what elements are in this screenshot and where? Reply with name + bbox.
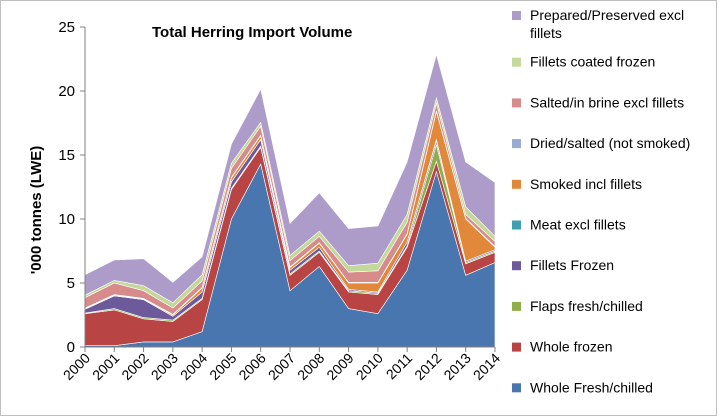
legend-label: Prepared/Preserved excl fillets — [530, 7, 684, 41]
legend-label: Salted/in brine excl fillets — [530, 94, 684, 110]
x-tick-label: 2008 — [294, 350, 327, 383]
x-tick-label: 2003 — [148, 350, 181, 383]
legend-swatch — [512, 301, 521, 311]
legend-label: Whole frozen — [530, 339, 612, 355]
x-tick-label: 2007 — [265, 350, 298, 383]
x-tick-label: 2002 — [118, 350, 151, 383]
legend-label: Whole Fresh/chilled — [530, 379, 653, 395]
legend-label: Dried/salted (not smoked) — [530, 135, 690, 151]
x-axis-ticks: 2000200120022003200420052006200720082009… — [60, 347, 503, 383]
x-tick-label: 2012 — [411, 350, 444, 383]
legend-swatch — [512, 98, 521, 108]
legend-label: Flaps fresh/chilled — [530, 298, 643, 314]
x-tick-label: 2011 — [383, 350, 416, 383]
x-tick-label: 2014 — [470, 350, 503, 383]
legend-swatch — [512, 383, 521, 393]
y-tick-label: 5 — [67, 275, 75, 292]
x-tick-label: 2000 — [60, 350, 93, 383]
y-tick-label: 25 — [58, 19, 75, 36]
legend-label: Fillets Frozen — [530, 257, 614, 273]
x-tick-label: 2006 — [235, 350, 268, 383]
legend-swatch — [512, 342, 521, 352]
x-tick-label: 2013 — [440, 350, 473, 383]
y-axis-ticks: 0 5 10 15 20 25 — [58, 19, 85, 356]
x-tick-label: 2004 — [177, 350, 210, 383]
legend-swatch — [512, 11, 521, 20]
x-tick-label: 2010 — [353, 350, 386, 383]
legend-swatch — [512, 139, 521, 149]
legend-swatch — [512, 261, 521, 271]
legend-label: Meat excl fillets — [530, 217, 626, 233]
legend-swatch — [512, 179, 521, 189]
y-tick-label: 0 — [67, 339, 75, 356]
y-tick-label: 10 — [58, 211, 75, 228]
legend: Prepared/Preserved excl fillets Fillets co… — [512, 7, 690, 395]
chart-title: Total Herring Import Volume — [152, 24, 352, 41]
legend-label: Fillets coated frozen — [530, 54, 655, 70]
x-tick-label: 2009 — [323, 350, 356, 383]
x-tick-label: 2001 — [89, 350, 122, 383]
legend-swatch — [512, 57, 521, 67]
y-tick-label: 20 — [58, 83, 75, 100]
area-layers — [84, 53, 496, 348]
legend-label: Smoked incl fillets — [530, 176, 642, 192]
y-tick-label: 15 — [58, 147, 75, 164]
legend-swatch — [512, 220, 521, 230]
area-9 — [84, 53, 496, 304]
x-tick-label: 2005 — [206, 350, 239, 383]
y-axis-label: '000 tonnes (LWE) — [28, 146, 45, 275]
